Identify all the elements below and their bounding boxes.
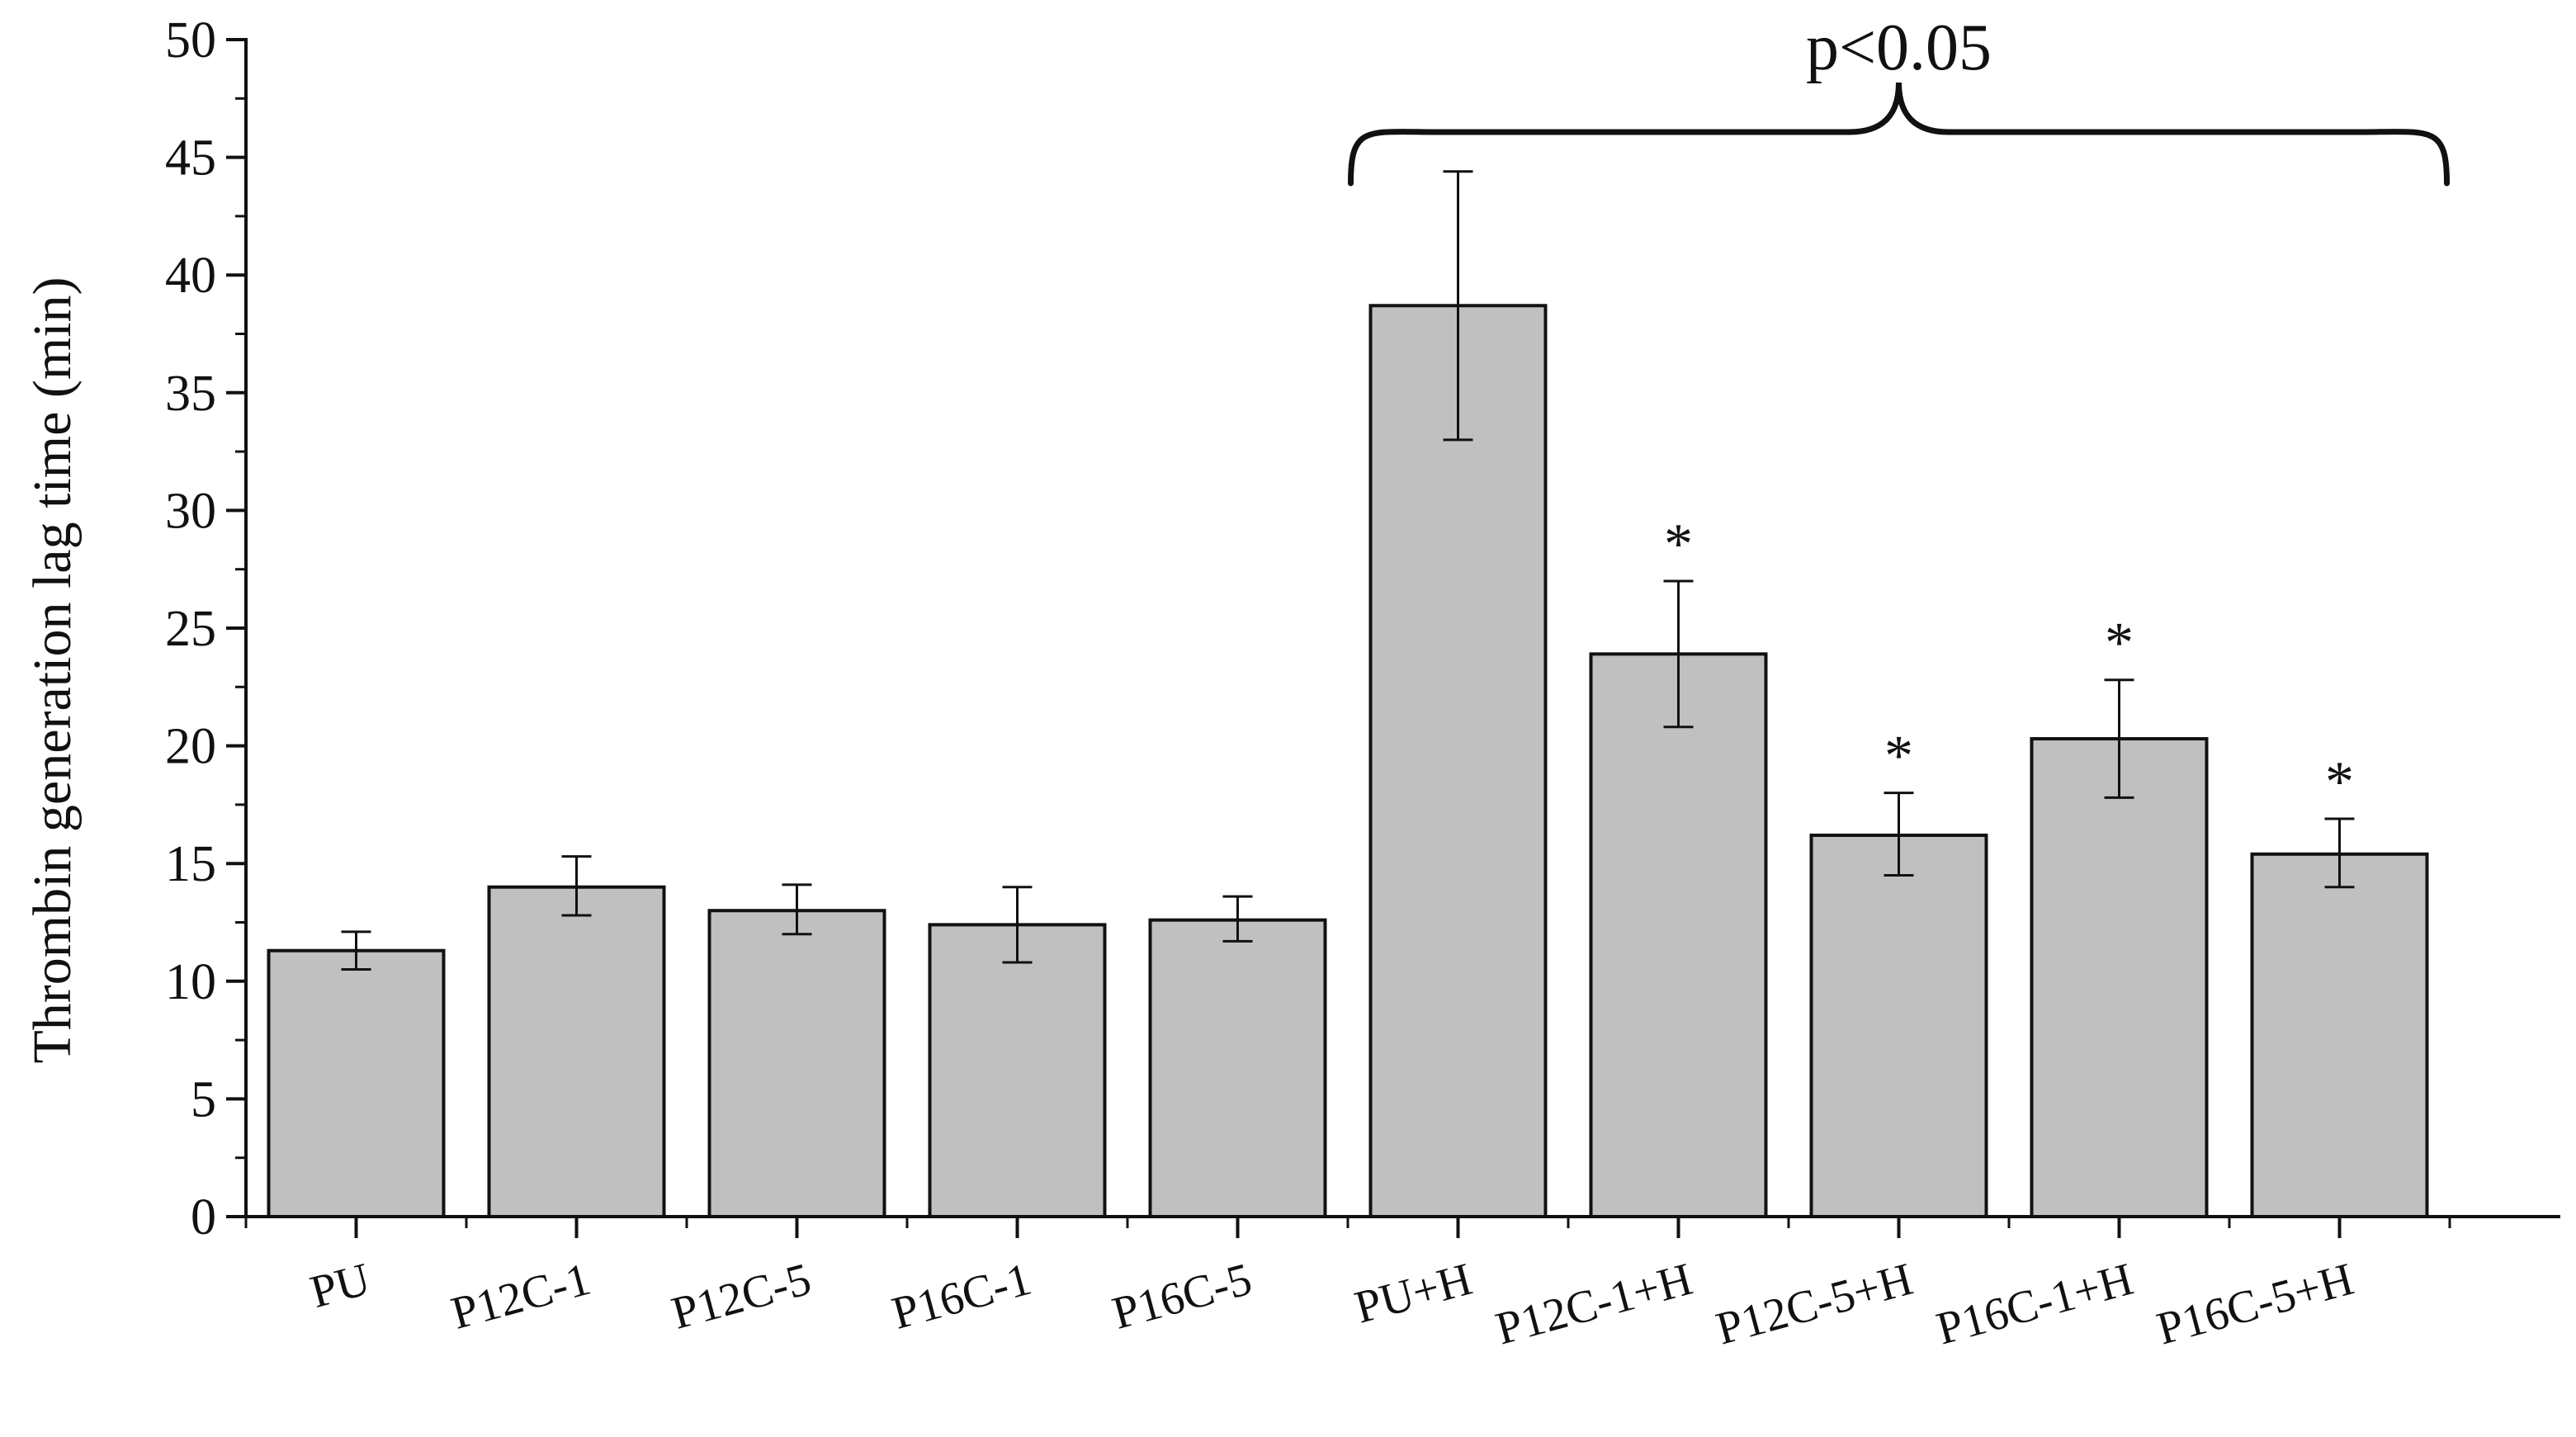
x-tick-label: P12C-1+H [1491,1254,1698,1355]
y-tick-label: 25 [165,601,216,657]
y-tick-label: 45 [165,130,216,187]
significance-star: * [1884,725,1913,788]
bar [1368,304,1548,1218]
bar [267,948,446,1218]
y-tick-label: 50 [165,12,216,69]
significance-star: * [2325,750,2354,814]
bar [1809,833,1988,1218]
y-axis-label: Thrombin generation lag time (min) [22,277,83,1063]
bar [1589,652,1768,1218]
y-tick-label: 30 [165,483,216,539]
bar [2030,737,2209,1218]
significance-star: * [1664,513,1693,576]
y-tick-label: 10 [165,954,216,1010]
y-tick-label: 5 [191,1071,216,1127]
x-tick-label: P16C-1+H [1931,1254,2139,1355]
bar [928,923,1107,1219]
significance-label: p<0.05 [1806,12,1992,84]
x-tick-label: P16C-5+H [2152,1254,2359,1355]
x-tick-label: PU [305,1254,376,1318]
y-tick-label: 15 [165,836,216,892]
x-tick-label: P12C-1 [446,1254,595,1340]
significance-bracket [1348,82,2450,187]
y-tick-label: 40 [165,248,216,304]
x-tick-label: P12C-5+H [1711,1254,1918,1355]
bar [1148,918,1327,1218]
x-tick-label: P16C-5 [1107,1254,1256,1340]
y-tick-label: 0 [191,1189,216,1246]
x-tick-label: P12C-5 [666,1254,815,1340]
significance-star: * [2105,612,2134,675]
x-tick-label: PU+H [1349,1254,1477,1334]
y-tick-label: 20 [165,719,216,775]
x-tick-label: P16C-1 [886,1254,1036,1340]
bar [707,909,886,1218]
bar [2250,852,2429,1218]
bar [487,885,666,1218]
y-tick-label: 35 [165,366,216,422]
